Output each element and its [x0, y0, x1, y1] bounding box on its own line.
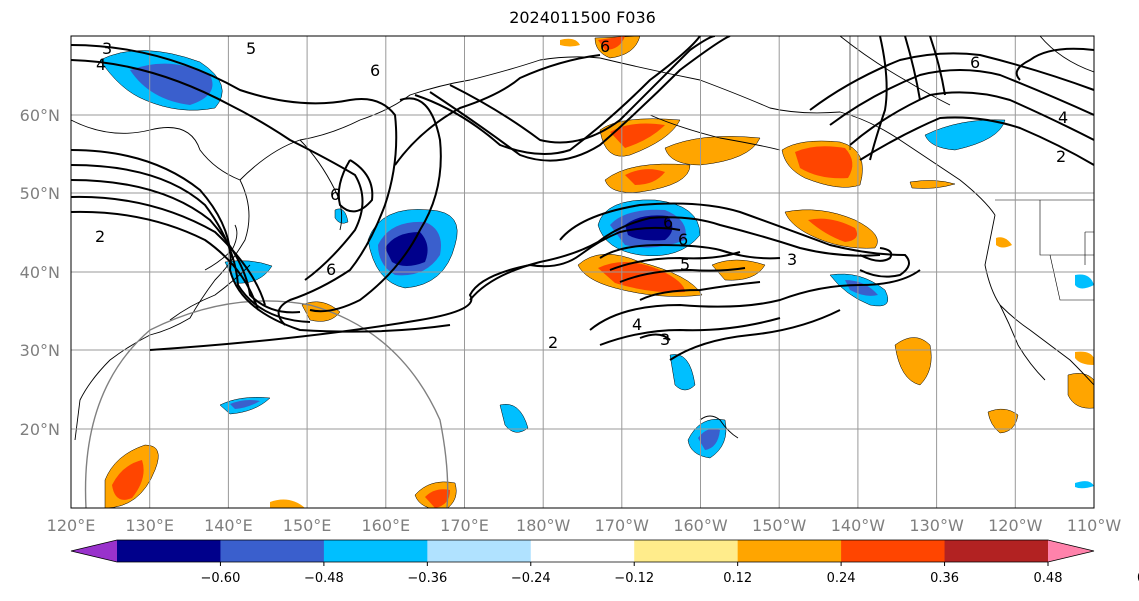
- colorbar-tick-label: 0.24: [827, 571, 856, 586]
- latitude-labels: 60°N 50°N 40°N 30°N 20°N: [20, 106, 60, 439]
- plot-title: 2024011500 F036: [509, 8, 656, 27]
- svg-text:3: 3: [787, 250, 797, 269]
- lat-label: 30°N: [20, 341, 60, 360]
- svg-text:5: 5: [246, 39, 256, 58]
- colorbar-tick-label: 0.12: [723, 571, 752, 586]
- lon-label: 120°E: [47, 516, 96, 535]
- borders: [849, 36, 1094, 301]
- lon-label: 160°W: [673, 516, 728, 535]
- colorbar-tick-label: −0.60: [201, 571, 241, 586]
- lon-label: 150°E: [283, 516, 332, 535]
- colorbar-extend-high: [1048, 540, 1094, 562]
- svg-text:2: 2: [548, 333, 558, 352]
- colorbar-segment: [841, 540, 946, 562]
- lat-label: 60°N: [20, 106, 60, 125]
- svg-text:2: 2: [95, 227, 105, 246]
- lon-label: 140°W: [831, 516, 886, 535]
- svg-text:6: 6: [370, 61, 380, 80]
- colorbar: −0.60 −0.48 −0.36 −0.24 −0.12 0.12 0.24 0.36 0.4…: [70, 539, 1139, 586]
- svg-text:4: 4: [1058, 108, 1068, 127]
- colorbar-tick-label: −0.48: [304, 571, 344, 586]
- svg-text:6: 6: [330, 185, 340, 204]
- lon-label: 140°E: [204, 516, 253, 535]
- svg-text:2: 2: [1056, 147, 1066, 166]
- svg-text:6: 6: [663, 213, 673, 232]
- colorbar-segment: [220, 540, 325, 562]
- colorbar-tick-label: 0.36: [930, 571, 959, 586]
- colorbar-segment: [427, 540, 532, 562]
- lon-label: 180°W: [516, 516, 571, 535]
- colorbar-tick-label: 0.60: [1137, 571, 1139, 586]
- svg-text:4: 4: [96, 55, 106, 74]
- svg-text:6: 6: [678, 230, 688, 249]
- lon-label: 160°E: [361, 516, 410, 535]
- colorbar-tick-label: 0.48: [1034, 571, 1063, 586]
- svg-text:3: 3: [102, 39, 112, 58]
- svg-text:5: 5: [680, 255, 690, 274]
- lon-label: 110°W: [1067, 516, 1122, 535]
- lon-label: 130°W: [909, 516, 964, 535]
- colorbar-segment: [944, 540, 1049, 562]
- svg-text:6: 6: [600, 37, 610, 56]
- colorbar-outline: [70, 539, 1095, 563]
- svg-text:4: 4: [632, 315, 642, 334]
- map-frame: [70, 35, 1095, 509]
- map-area: 3 4 5 6 2 6 6 6 6 6 5 3 4 2 3 6 4 2: [71, 36, 1094, 508]
- lon-label: 150°W: [752, 516, 807, 535]
- colorbar-segment: [737, 540, 842, 562]
- colorbar-segment: [530, 540, 635, 562]
- longitude-labels: 120°E 130°E 140°E 150°E 160°E 170°E 180°…: [47, 516, 1122, 535]
- contour-lines: [71, 36, 1094, 361]
- reference-circle: [84, 300, 449, 508]
- colorbar-tick-label: −0.12: [614, 571, 654, 586]
- lat-label: 20°N: [20, 420, 60, 439]
- lon-label: 130°E: [125, 516, 174, 535]
- colorbar-segment: [634, 540, 739, 562]
- lat-label: 40°N: [20, 263, 60, 282]
- colorbar-extend-low: [71, 540, 117, 562]
- colorbar-segment: [323, 540, 428, 562]
- svg-text:6: 6: [970, 53, 980, 72]
- contour-labels: 3 4 5 6 2 6 6 6 6 6 5 3 4 2 3 6 4 2: [95, 37, 1068, 352]
- colorbar-segment: [117, 540, 221, 562]
- svg-text:3: 3: [660, 330, 670, 349]
- lon-label: 120°W: [988, 516, 1043, 535]
- svg-text:6: 6: [326, 260, 336, 279]
- lon-label: 170°W: [595, 516, 650, 535]
- colorbar-tick-label: −0.24: [511, 571, 551, 586]
- lat-label: 50°N: [20, 184, 60, 203]
- colorbar-tick-label: −0.36: [407, 571, 447, 586]
- lon-label: 170°E: [440, 516, 489, 535]
